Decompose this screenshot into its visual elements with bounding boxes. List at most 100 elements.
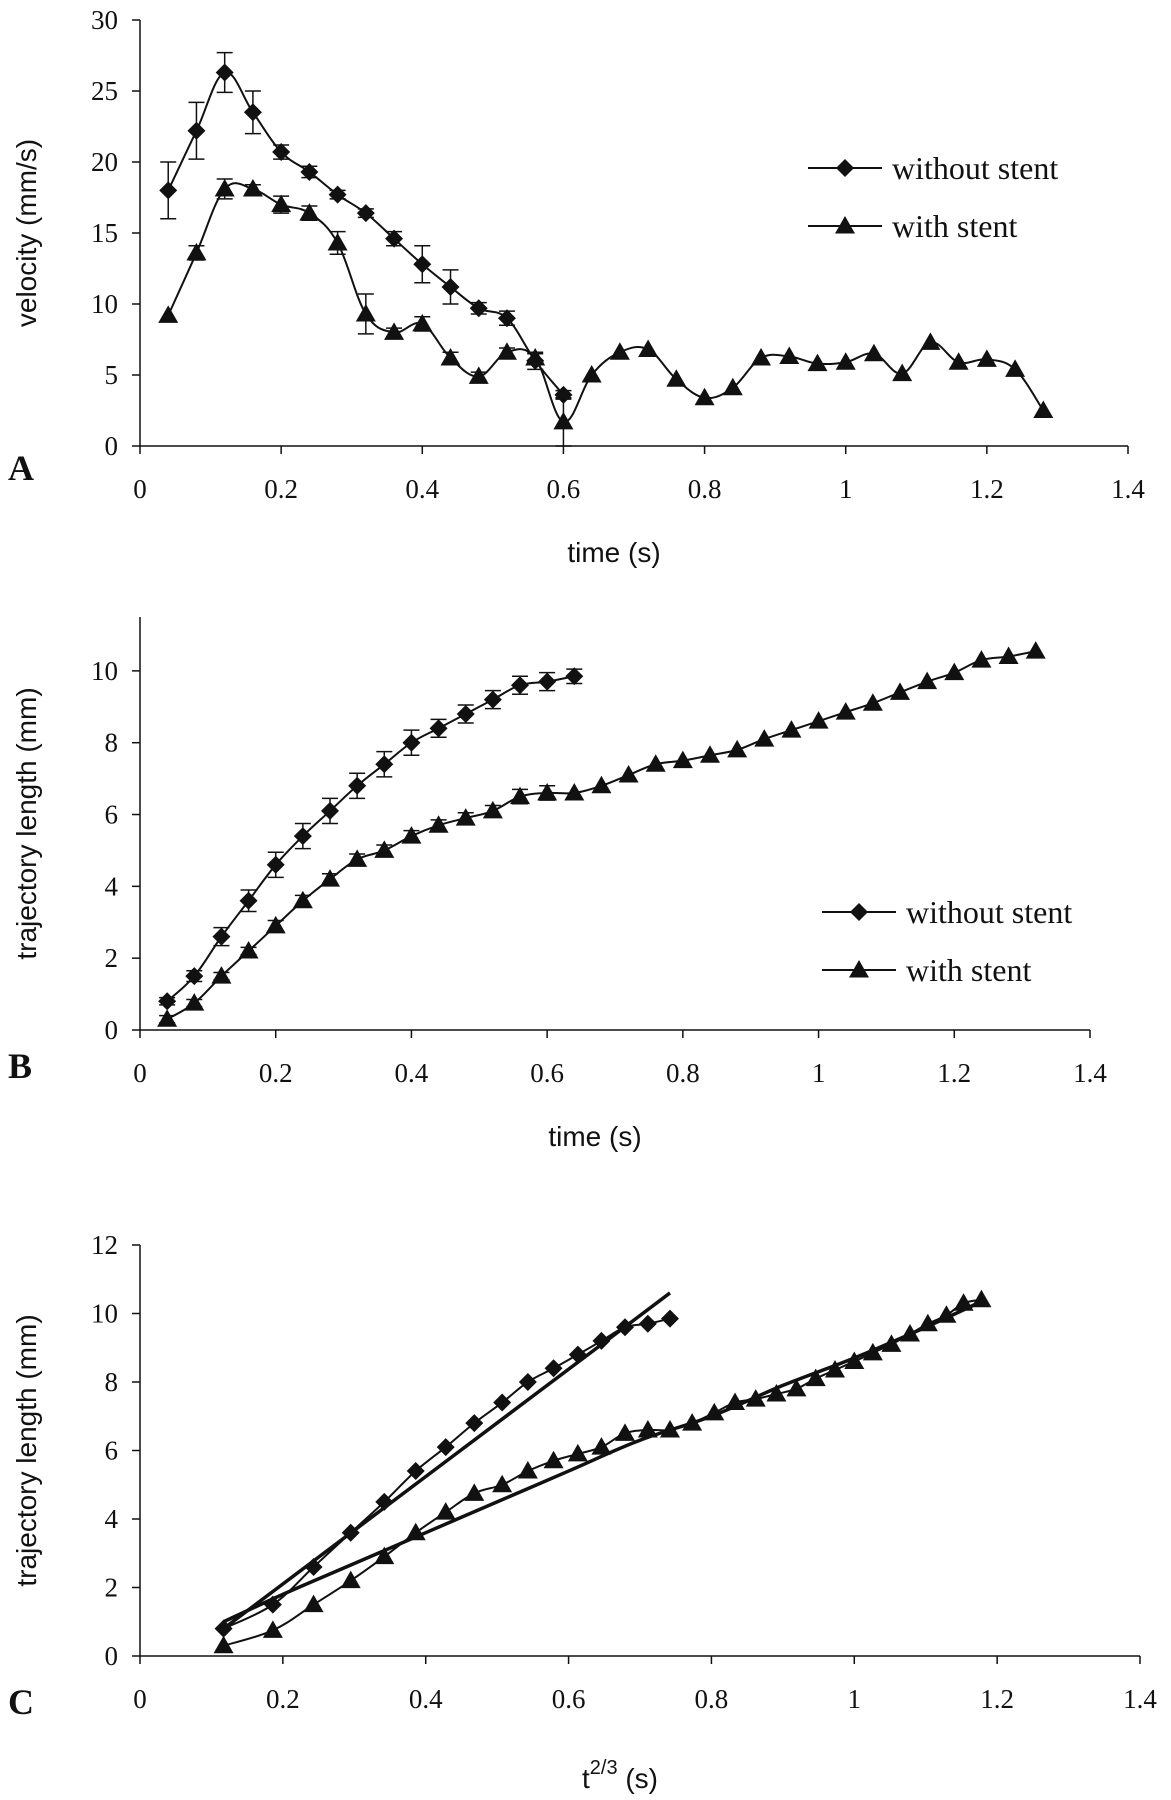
data-point-diamond	[348, 776, 367, 795]
data-point-triangle	[727, 739, 748, 758]
y-axis-label: trajectory length (mm)	[11, 1314, 42, 1586]
data-point-triangle	[355, 303, 376, 322]
x-axis-label: time (s)	[548, 1121, 641, 1152]
data-point-triangle	[412, 313, 433, 332]
data-point-triangle	[666, 369, 687, 387]
data-point-diamond	[429, 719, 448, 738]
x-tick-label: 0.2	[266, 1684, 300, 1714]
data-point-diamond	[266, 855, 285, 874]
data-point-diamond	[304, 1557, 323, 1576]
y-tick-label: 5	[105, 360, 119, 390]
data-point-triangle	[944, 662, 965, 681]
y-tick-label: 20	[91, 147, 118, 177]
data-point-triangle	[835, 702, 856, 720]
data-point-triangle	[184, 993, 205, 1011]
x-tick-label: 1	[812, 1058, 826, 1088]
data-point-triangle	[340, 1570, 361, 1589]
data-point-triangle	[496, 342, 517, 360]
series-triangle	[158, 178, 1054, 447]
x-axis-label: t2/3 (s)	[582, 1757, 658, 1794]
data-point-triangle	[564, 782, 585, 801]
y-tick-label: 0	[105, 431, 119, 461]
data-point-triangle	[1033, 400, 1054, 418]
data-point-triangle	[320, 869, 340, 887]
data-point-diamond	[321, 801, 339, 820]
data-point-diamond	[568, 1345, 587, 1364]
data-point-diamond	[497, 309, 516, 328]
x-tick-label: 1.2	[937, 1058, 971, 1088]
data-point-triangle	[242, 178, 263, 197]
chart-panel-b: 0 0.2 0.4 0.6 0.8 1 1.2 1.4 0 2 4 6 8 10 time (s) traje…	[8, 617, 1107, 1152]
data-point-triangle	[525, 347, 546, 366]
data-point-triangle	[213, 1635, 234, 1654]
x-tick-label: 1	[848, 1684, 862, 1714]
data-point-diamond	[638, 1314, 657, 1333]
data-point-diamond	[158, 992, 177, 1011]
data-point-diamond	[300, 162, 319, 181]
data-point-triangle	[751, 347, 772, 366]
x-tick-label: 0.8	[666, 1058, 700, 1088]
x-tick-label: 1.2	[980, 1684, 1014, 1714]
data-point-triangle	[637, 1419, 658, 1438]
data-point-triangle	[468, 366, 489, 384]
data-point-triangle	[537, 782, 558, 801]
x-tick-label: 0.2	[264, 474, 298, 504]
data-point-diamond	[413, 255, 432, 274]
data-point-diamond	[239, 891, 258, 910]
data-point-triangle	[998, 646, 1019, 665]
data-point-triangle	[722, 377, 743, 396]
series-triangle	[157, 641, 1046, 1027]
y-tick-label: 8	[105, 728, 119, 758]
x-tick-label: 0.6	[530, 1058, 564, 1088]
series-triangle	[213, 1289, 992, 1654]
y-tick-label: 8	[105, 1367, 119, 1397]
data-point-triangle	[455, 808, 476, 826]
data-point-diamond	[293, 827, 312, 846]
data-point-triangle	[862, 693, 883, 711]
y-tick-label: 2	[105, 943, 119, 973]
data-point-triangle	[214, 178, 235, 197]
y-tick-label: 2	[105, 1573, 119, 1603]
data-point-triangle	[700, 745, 720, 763]
data-point-diamond	[406, 1462, 425, 1481]
data-point-triangle	[374, 840, 395, 858]
data-point-triangle	[609, 342, 630, 360]
x-axis-label-base: t	[582, 1763, 590, 1794]
x-tick-label: 1.4	[1111, 474, 1145, 504]
data-point-triangle	[157, 1009, 178, 1027]
legend-marker-triangle	[849, 960, 869, 978]
data-point-triangle	[971, 650, 992, 668]
data-point-triangle	[781, 720, 802, 738]
legend-label: without stent	[906, 894, 1072, 930]
data-point-triangle	[645, 754, 666, 772]
data-point-triangle	[660, 1419, 680, 1438]
data-point-triangle	[435, 1502, 456, 1520]
data-point-triangle	[591, 1437, 612, 1455]
panel-letter: B	[8, 1046, 32, 1086]
series-diamond	[214, 1291, 679, 1638]
data-point-triangle	[271, 194, 292, 213]
data-point-triangle	[863, 343, 884, 362]
series-line	[167, 71, 565, 396]
y-tick-label: 15	[91, 218, 118, 248]
data-point-diamond	[441, 277, 460, 296]
x-tick-label: 0.8	[688, 474, 722, 504]
data-point-triangle	[292, 890, 313, 909]
data-point-triangle	[158, 305, 179, 323]
y-tick-label: 6	[105, 800, 119, 830]
data-point-diamond	[215, 63, 234, 82]
data-point-triangle	[211, 966, 232, 984]
x-axis-label: time (s)	[567, 537, 660, 568]
data-point-diamond	[456, 704, 475, 723]
y-tick-label: 25	[91, 76, 118, 106]
data-point-diamond	[402, 733, 421, 752]
y-tick-label: 4	[105, 1504, 119, 1534]
data-point-diamond	[469, 299, 488, 318]
panel-letter: C	[8, 1682, 34, 1722]
data-point-triangle	[786, 1378, 807, 1397]
data-point-diamond	[272, 143, 291, 162]
data-point-diamond	[483, 690, 502, 709]
legend-marker-diamond	[836, 159, 854, 177]
data-point-triangle	[482, 800, 503, 819]
x-tick-label: 1.4	[1123, 1684, 1157, 1714]
